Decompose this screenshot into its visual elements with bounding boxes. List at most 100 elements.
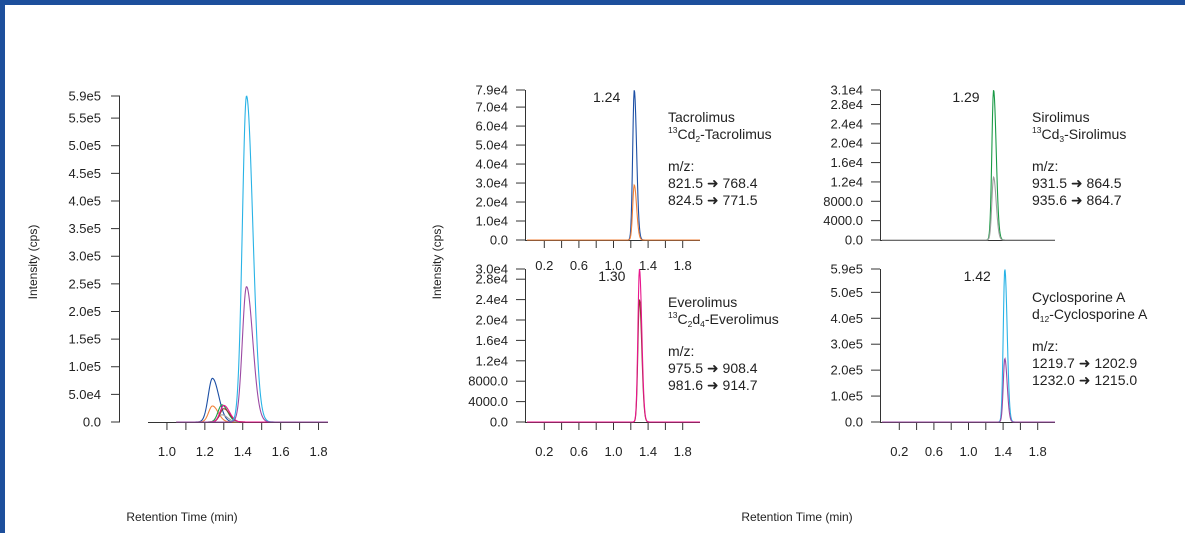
label-part: d — [1032, 306, 1040, 322]
label-part: -Everolimus — [705, 311, 779, 327]
y-tick-label: 2.0e4 — [830, 136, 863, 151]
x-tick-label: 1.4 — [994, 444, 1012, 459]
transition-label: 1219.7 ➜ 1202.9 — [1032, 355, 1137, 371]
label-part: 13 — [668, 125, 678, 135]
series-line — [176, 95, 328, 423]
transition-label: 935.6 ➜ 864.7 — [1032, 192, 1122, 208]
y-tick-label: 2.0e4 — [475, 313, 508, 328]
internal-standard-name: 13C2d4-Everolimus — [668, 310, 779, 329]
label-part: 13 — [668, 310, 678, 320]
peak-label: 1.30 — [598, 268, 625, 284]
y-tick-label: 3.0e4 — [475, 262, 508, 277]
x-tick-label: 0.6 — [570, 444, 588, 459]
y-tick-label: 0.0 — [83, 415, 101, 430]
y-tick-label: 7.9e4 — [475, 83, 508, 98]
y-tick-label: 1.2e4 — [830, 174, 863, 189]
y-tick-label: 0.0 — [490, 415, 508, 430]
y-tick-label: 5.0e4 — [68, 387, 101, 402]
transition-label: 824.5 ➜ 771.5 — [668, 192, 758, 208]
transition-label: 821.5 ➜ 768.4 — [668, 175, 758, 191]
y-tick-label: 1.0e5 — [830, 389, 863, 404]
x-tick-label: 1.0 — [604, 258, 622, 273]
y-tick-label: 0.0 — [490, 233, 508, 248]
y-tick-label: 4.0e5 — [68, 193, 101, 208]
y-tick-label: 2.8e4 — [475, 272, 508, 287]
label-part: 2 — [695, 134, 700, 144]
x-tick-label: 1.4 — [639, 258, 657, 273]
internal-standard-name: d12-Cyclosporine A — [1032, 306, 1148, 324]
label-part: Cd — [677, 126, 695, 142]
y-tick-label: 1.2e4 — [475, 353, 508, 368]
series-line — [176, 404, 328, 423]
analyte-name: Everolimus — [668, 294, 737, 310]
x-tick-label: 0.2 — [535, 444, 553, 459]
y-tick-label: 4.0e4 — [475, 157, 508, 172]
x-tick-label: 1.0 — [604, 444, 622, 459]
series-line — [882, 269, 1055, 423]
y-tick-label: 2.0e4 — [475, 195, 508, 210]
mz-label: m/z: — [668, 343, 694, 359]
label-part: d — [692, 311, 700, 327]
label-part: 4 — [700, 319, 705, 329]
x-axis-label-left: Retention Time (min) — [126, 510, 237, 524]
y-tick-label: 1.6e4 — [475, 333, 508, 348]
transition-label: 1232.0 ➜ 1215.0 — [1032, 372, 1137, 388]
series-line — [882, 357, 1055, 423]
label-part: -Sirolimus — [1064, 126, 1126, 142]
x-tick-label: 1.8 — [309, 444, 327, 459]
y-tick-label: 3.0e4 — [475, 176, 508, 191]
x-tick-label: 0.6 — [925, 444, 943, 459]
y-tick-label: 5.0e5 — [68, 138, 101, 153]
label-part: -Cyclosporine A — [1049, 306, 1148, 322]
label-part: 13 — [1032, 125, 1042, 135]
series-line — [527, 183, 700, 241]
y-tick-label: 6.0e4 — [475, 119, 508, 134]
x-tick-label: 1.0 — [158, 444, 176, 459]
x-tick-label: 1.0 — [959, 444, 977, 459]
overlay-panel: 0.0 5.0e4 1.0e5 1.5e5 2.0e5 2.5e5 3.0e5 3.5e5 4.… — [68, 89, 328, 459]
y-tick-label: 5.0e5 — [830, 285, 863, 300]
y-tick-label: 5.9e5 — [830, 262, 863, 277]
label-part: Cd — [1041, 126, 1059, 142]
series-line — [176, 377, 328, 423]
label-part: 12 — [1040, 314, 1050, 324]
y-tick-label: 8000.0 — [823, 194, 863, 209]
y-tick-label: 5.5e5 — [68, 111, 101, 126]
mz-label: m/z: — [668, 158, 694, 174]
panel-cyclosporine: 0.0 1.0e5 2.0e5 3.0e5 4.0e5 5.0e5 5.9e5 0.2 0.6 1… — [830, 262, 1148, 460]
y-tick-label: 4.5e5 — [68, 166, 101, 181]
series-line — [882, 90, 1055, 241]
transition-label: 975.5 ➜ 908.4 — [668, 360, 758, 376]
analyte-name: Sirolimus — [1032, 109, 1090, 125]
x-tick-label: 0.2 — [535, 258, 553, 273]
y-tick-label: 0.0 — [845, 233, 863, 248]
series-line — [176, 286, 328, 423]
y-tick-label: 2.5e5 — [68, 276, 101, 291]
y-tick-label: 8000.0 — [468, 374, 508, 389]
label-part: C — [677, 311, 687, 327]
x-tick-label: 1.2 — [196, 444, 214, 459]
y-tick-label: 3.0e5 — [68, 249, 101, 264]
y-tick-label: 5.9e5 — [68, 89, 101, 104]
transition-label: 981.6 ➜ 914.7 — [668, 377, 758, 393]
y-tick-label: 3.1e4 — [830, 83, 863, 98]
label-part: 3 — [1059, 134, 1064, 144]
y-tick-label: 4.0e5 — [830, 311, 863, 326]
y-tick-label: 1.0e4 — [475, 214, 508, 229]
y-tick-label: 2.4e4 — [830, 116, 863, 131]
series-line — [176, 405, 328, 423]
transition-label: 931.5 ➜ 864.5 — [1032, 175, 1122, 191]
y-tick-label: 2.8e4 — [830, 97, 863, 112]
y-tick-label: 3.0e5 — [830, 337, 863, 352]
y-tick-label: 7.0e4 — [475, 100, 508, 115]
series-line — [176, 408, 328, 423]
x-tick-label: 0.6 — [570, 258, 588, 273]
y-tick-label: 1.5e5 — [68, 332, 101, 347]
y-axis-label-right: Intensity (cps) — [430, 225, 444, 300]
series-line — [176, 414, 328, 423]
x-tick-label: 1.6 — [272, 444, 290, 459]
y-tick-label: 5.0e4 — [475, 138, 508, 153]
series-line — [527, 268, 700, 423]
